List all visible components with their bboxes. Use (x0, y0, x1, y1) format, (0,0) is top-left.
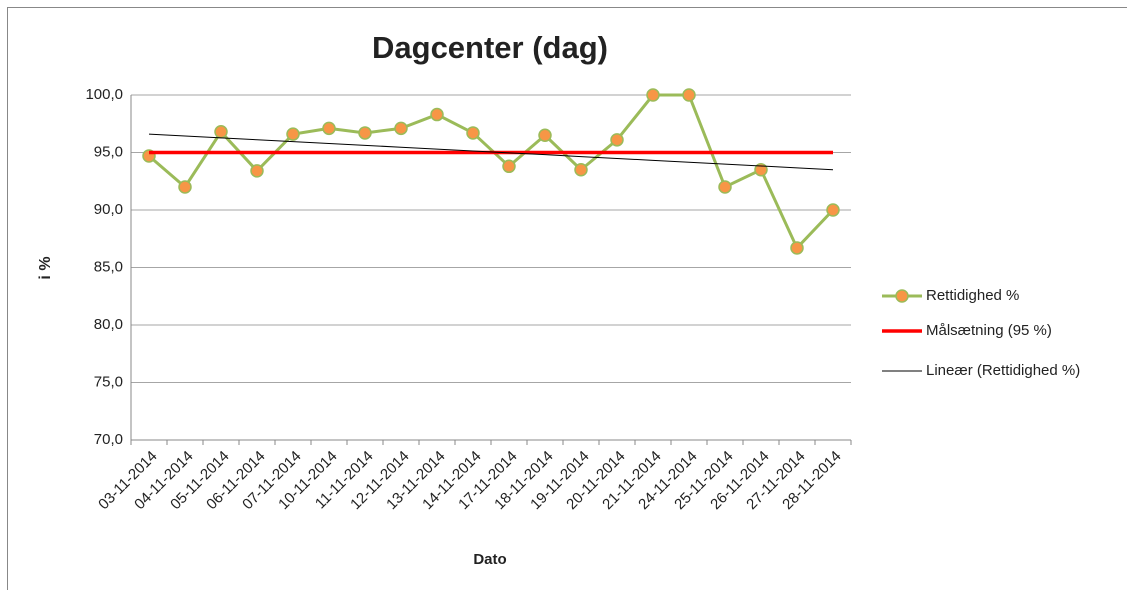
marker (359, 127, 371, 139)
marker (539, 129, 551, 141)
y-tick-label: 100,0 (85, 86, 123, 103)
marker (791, 242, 803, 254)
y-tick-label: 95,0 (94, 143, 123, 160)
marker (827, 204, 839, 216)
marker (611, 134, 623, 146)
legend-label: Målsætning (95 %) (926, 322, 1052, 339)
y-tick-label: 85,0 (94, 258, 123, 275)
marker (215, 126, 227, 138)
marker (467, 127, 479, 139)
marker (647, 89, 659, 101)
y-tick-label: 80,0 (94, 316, 123, 333)
marker (575, 164, 587, 176)
y-tick-label: 75,0 (94, 373, 123, 390)
legend-marker (896, 290, 908, 302)
y-tick-label: 90,0 (94, 201, 123, 218)
legend-label: Rettidighed % (926, 287, 1019, 304)
x-axis-label: Dato (473, 551, 506, 568)
y-tick-label: 70,0 (94, 431, 123, 448)
marker (683, 89, 695, 101)
marker (251, 165, 263, 177)
marker (323, 122, 335, 134)
marker (287, 128, 299, 140)
marker (719, 181, 731, 193)
marker (395, 122, 407, 134)
legend-label: Lineær (Rettidighed %) (926, 362, 1080, 379)
chart-title: Dagcenter (dag) (372, 30, 608, 65)
marker (503, 160, 515, 172)
y-axis-label: i % (37, 256, 54, 279)
marker (431, 109, 443, 121)
marker (179, 181, 191, 193)
